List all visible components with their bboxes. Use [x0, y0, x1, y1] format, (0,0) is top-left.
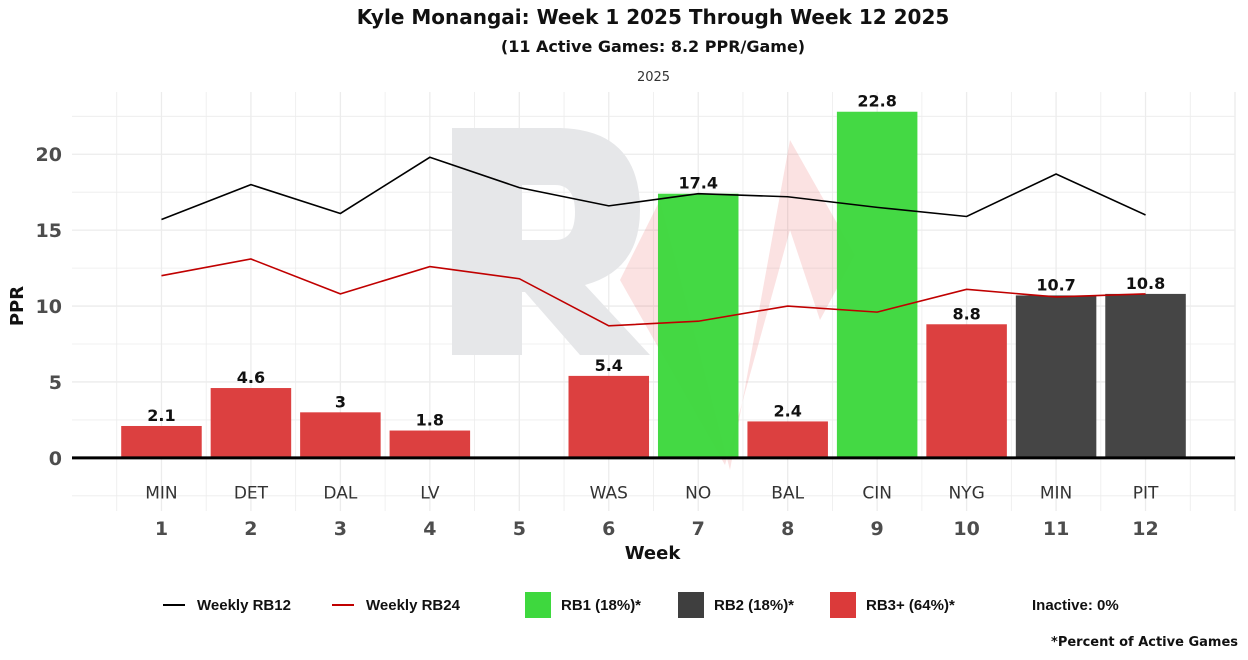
x-tick-label: 8 [781, 518, 794, 540]
legend-item-inactive: Inactive: 0% [1032, 592, 1119, 618]
opponent-label: LV [420, 483, 440, 503]
legend-label: RB1 (18%)* [561, 596, 642, 614]
line-weekly-rb24 [161, 258, 1146, 327]
y-axis-label: PPR [7, 286, 28, 326]
y-tick-label: 20 [36, 144, 62, 166]
legend-item-rb24: Weekly RB24 [332, 592, 460, 618]
legend-line-swatch [163, 604, 185, 606]
watermark-shape [620, 140, 855, 470]
facet-label: 2025 [636, 70, 671, 85]
bar-week-6 [568, 375, 650, 458]
bar-data-label: 10.7 [1036, 275, 1075, 294]
x-tick-label: 3 [334, 518, 347, 540]
legend-line-swatch [332, 604, 354, 606]
bar-data-label: 10.8 [1126, 274, 1165, 293]
legend-box-swatch [525, 592, 551, 618]
opponent-label: DET [234, 483, 269, 503]
x-tick-label: 2 [244, 518, 257, 540]
bar-data-label: 2.1 [147, 406, 175, 425]
opponent-label: NO [685, 483, 711, 503]
opponent-label: MIN [145, 483, 177, 503]
legend-label: RB2 (18%)* [714, 596, 795, 614]
x-tick-label: 9 [871, 518, 884, 540]
bar-week-3 [300, 412, 381, 458]
opponent-label: MIN [1040, 483, 1072, 503]
legend-item-rb2: RB2 (18%)* [678, 592, 794, 618]
x-axis-label: Week [625, 543, 682, 564]
bar-data-label: 8.8 [952, 304, 980, 323]
legend-item-rb3: RB3+ (64%)* [830, 592, 955, 618]
x-tick-label: 4 [423, 518, 436, 540]
y-tick-label: 0 [49, 448, 62, 470]
x-tick-label: 7 [692, 518, 705, 540]
bar-data-label: 3 [335, 392, 346, 411]
x-tick-label: 1 [155, 518, 168, 540]
legend-label: Weekly RB12 [197, 596, 291, 614]
opponent-label: WAS [590, 483, 628, 503]
bar-week-10 [926, 324, 1007, 458]
bar-week-7 [657, 193, 739, 458]
bar-week-2 [210, 388, 292, 458]
y-tick-label: 10 [36, 296, 62, 318]
x-tick-label: 11 [1043, 518, 1069, 540]
x-tick-label: 6 [602, 518, 615, 540]
bar-data-label: 17.4 [678, 174, 717, 193]
legend-item-rb1: RB1 (18%)* [525, 592, 641, 618]
legend-label: Inactive: 0% [1032, 596, 1119, 614]
bar-week-11 [1015, 295, 1097, 458]
line-weekly-rb12 [161, 156, 1146, 221]
bar-week-9 [836, 111, 918, 458]
x-tick-label: 12 [1132, 518, 1158, 540]
chart-subtitle: (11 Active Games: 8.2 PPR/Game) [500, 37, 806, 56]
bar-week-8 [747, 421, 828, 458]
bar-week-1 [121, 425, 202, 458]
bar-data-label: 2.4 [774, 401, 802, 420]
opponent-label: PIT [1133, 483, 1159, 503]
opponent-label: NYG [948, 483, 984, 503]
bar-data-label: 22.8 [857, 92, 896, 111]
bar-week-4 [389, 430, 471, 458]
watermark-logo [452, 128, 650, 355]
bar-data-label: 1.8 [416, 411, 444, 430]
legend-label: RB3+ (64%)* [866, 596, 955, 614]
bar-data-label: 5.4 [595, 356, 623, 375]
bar-data-label: 4.6 [237, 368, 265, 387]
opponent-label: DAL [323, 483, 357, 503]
legend-note: *Percent of Active Games [1051, 635, 1238, 650]
x-tick-label: 5 [513, 518, 526, 540]
bar-week-12 [1105, 293, 1186, 458]
legend-box-swatch [678, 592, 704, 618]
x-tick-label: 10 [953, 518, 979, 540]
legend-item-rb12: Weekly RB12 [163, 592, 291, 618]
y-tick-label: 15 [36, 220, 62, 242]
legend-box-swatch [830, 592, 856, 618]
chart-title: Kyle Monangai: Week 1 2025 Through Week … [356, 5, 950, 29]
opponent-label: BAL [771, 483, 804, 503]
legend-label: Weekly RB24 [366, 596, 460, 614]
opponent-label: CIN [862, 483, 892, 503]
y-tick-label: 5 [49, 372, 62, 394]
